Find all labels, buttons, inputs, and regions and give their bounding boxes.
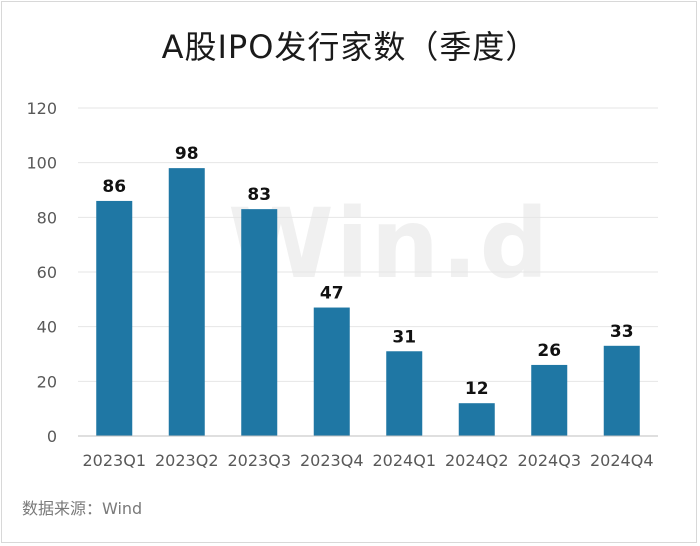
data-label: 12 <box>465 379 489 399</box>
data-label: 33 <box>610 322 634 342</box>
y-axis-ticks: 0 20 40 60 80 100 120 <box>26 99 57 446</box>
bar <box>241 209 278 436</box>
bars <box>96 168 640 436</box>
bar <box>386 351 423 436</box>
data-labels: 86 98 83 47 31 12 26 33 <box>102 144 633 399</box>
x-tick-label: 2024Q2 <box>445 451 509 470</box>
y-tick-label: 100 <box>26 154 57 173</box>
data-label: 26 <box>537 341 561 361</box>
data-label: 31 <box>392 327 416 347</box>
y-tick-label: 80 <box>37 208 57 227</box>
watermark: Win.d <box>228 188 551 300</box>
bar <box>531 364 568 436</box>
x-axis-ticks: 2023Q1 2023Q2 2023Q3 2023Q4 2024Q1 2024Q2 2024… <box>83 451 654 470</box>
data-label: 98 <box>175 144 199 164</box>
bar <box>458 403 495 436</box>
y-tick-label: 60 <box>37 263 57 282</box>
grid-lines <box>78 107 658 382</box>
y-tick-label: 40 <box>37 318 57 337</box>
data-label: 83 <box>247 185 271 205</box>
data-label: 47 <box>320 284 344 304</box>
x-tick-label: 2023Q2 <box>155 451 219 470</box>
chart-title: A股IPO发行家数（季度） <box>161 28 539 66</box>
data-label: 86 <box>102 177 126 197</box>
x-tick-label: 2024Q4 <box>590 451 654 470</box>
x-tick-label: 2023Q4 <box>300 451 364 470</box>
bar <box>603 345 640 436</box>
bar <box>96 200 133 436</box>
source-note: 数据来源：Wind <box>22 499 143 518</box>
bar <box>313 307 350 436</box>
y-tick-label: 120 <box>26 99 57 118</box>
x-tick-label: 2024Q3 <box>518 451 582 470</box>
bar <box>168 168 205 436</box>
y-tick-label: 0 <box>47 427 57 446</box>
y-tick-label: 20 <box>37 372 57 391</box>
x-tick-label: 2023Q3 <box>228 451 292 470</box>
x-tick-label: 2024Q1 <box>373 451 437 470</box>
x-tick-label: 2023Q1 <box>83 451 147 470</box>
